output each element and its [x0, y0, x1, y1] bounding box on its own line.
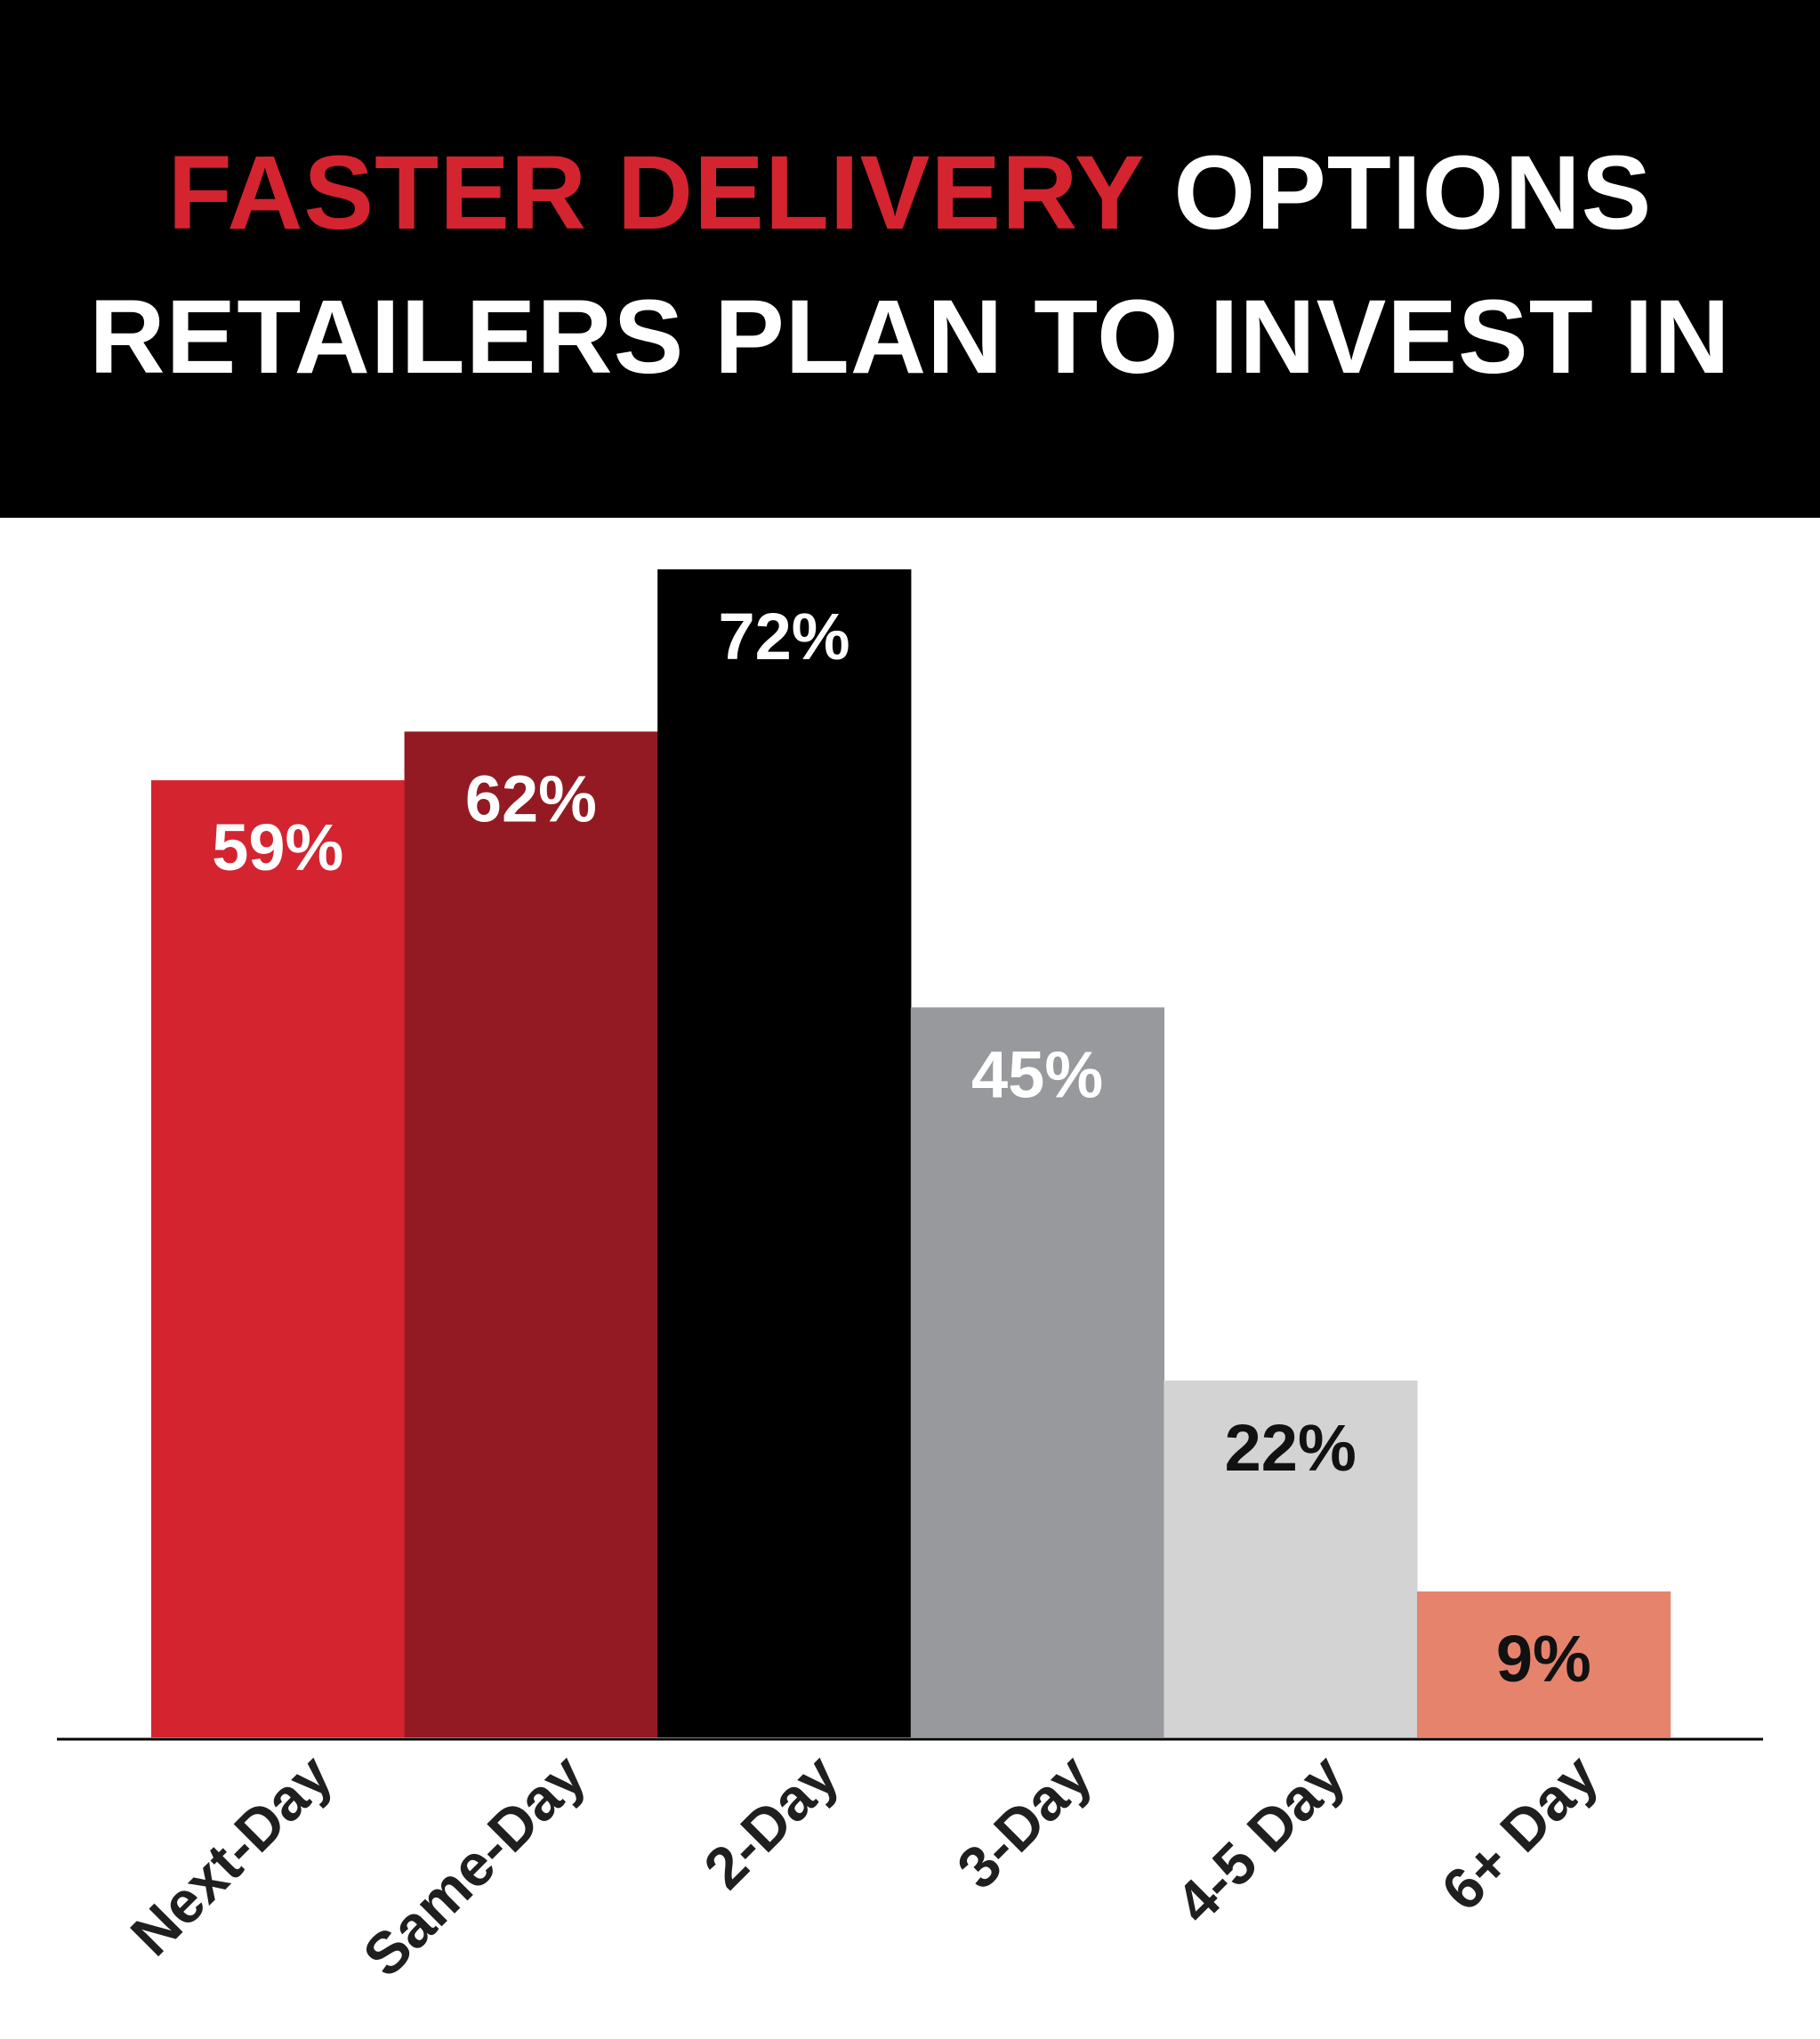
category-label-same-day: Same-Day [350, 1741, 598, 1988]
category-label-next-day: Next-Day [118, 1741, 345, 1968]
category-label-4-5-day: 4-5 Day [1163, 1741, 1357, 1936]
category-label-2-day: 2-Day [691, 1741, 851, 1901]
bar-4-5-day [1164, 1380, 1418, 1737]
title-accent: FASTER DELIVERY [167, 134, 1144, 252]
chart-title-line-2: RETAILERS PLAN TO INVEST IN [89, 278, 1731, 396]
category-label-3-day: 3-Day [945, 1741, 1105, 1901]
value-label-4-5-day: 22% [1225, 1411, 1357, 1485]
value-label-2-day: 72% [718, 600, 850, 673]
value-label-6-day: 9% [1496, 1622, 1591, 1696]
bar-3-day [910, 1007, 1164, 1737]
category-labels-group: Next-Day Same-Day 2-Day 3-Day 4-5 Day 6+ Day [118, 1741, 1611, 1988]
value-label-next-day: 59% [212, 810, 343, 884]
bar-2-day [657, 569, 912, 1737]
value-label-same-day: 62% [465, 762, 597, 835]
bar-6-day [1417, 1591, 1671, 1737]
bars-group [151, 569, 1671, 1737]
bar-next-day [151, 780, 406, 1737]
category-label-6-day: 6+ Day [1429, 1741, 1610, 1922]
value-labels-group: 59% 62% 72% 45% 22% 9% [212, 600, 1591, 1696]
chart-title-line-1: FASTER DELIVERY OPTIONS [0, 141, 1820, 246]
title-rest: OPTIONS [1173, 134, 1653, 252]
bar-same-day [404, 731, 658, 1737]
header-banner: FASTER DELIVERY OPTIONS RETAILERS PLAN T… [0, 0, 1820, 518]
value-label-3-day: 45% [971, 1037, 1103, 1111]
